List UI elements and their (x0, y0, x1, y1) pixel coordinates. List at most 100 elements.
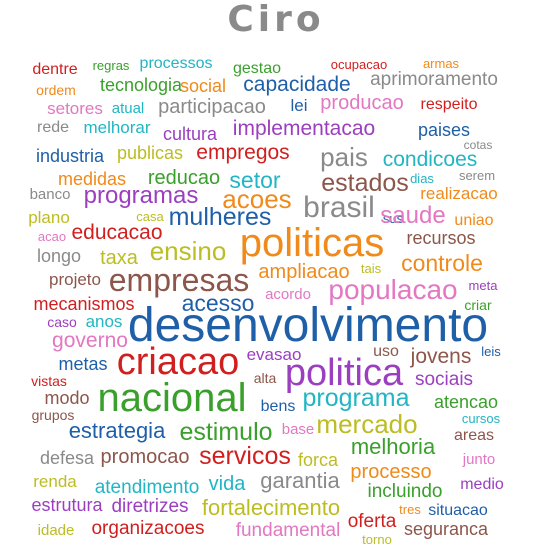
word-vistas: vistas (31, 373, 67, 389)
word-dentre: dentre (32, 61, 78, 78)
word-reducao: reducao (147, 167, 221, 189)
word-sociais: sociais (414, 369, 474, 390)
word-casa: casa (136, 209, 164, 224)
word-politicas: politicas (239, 221, 385, 265)
word-processo: processo (350, 461, 432, 483)
word-vida: vida (208, 473, 246, 495)
word-defesa: defesa (39, 448, 95, 468)
word-garantia: garantia (260, 468, 340, 493)
word-estimulo: estimulo (179, 418, 273, 446)
word-acordo: acordo (265, 286, 311, 303)
word-taxa: taxa (100, 247, 138, 269)
word-educacao: educacao (71, 221, 163, 244)
word-metas: metas (58, 354, 108, 374)
word-acao: acao (37, 229, 67, 244)
word-setores: setores (47, 99, 103, 118)
word-lei: lei (290, 96, 308, 115)
word-ordem: ordem (36, 82, 76, 98)
word-empresas: empresas (108, 262, 250, 298)
word-uniao: uniao (454, 212, 494, 229)
word-junto: junto (462, 451, 496, 468)
word-cursos: cursos (461, 411, 501, 426)
word-ocupacao: ocupacao (330, 57, 388, 72)
word-fundamental: fundamental (235, 520, 341, 541)
word-organizacoes: organizacoes (91, 518, 205, 539)
word-realizacao: realizacao (420, 184, 498, 203)
word-pais: pais (320, 142, 368, 172)
word-paises: paises (417, 120, 471, 140)
word-projeto: projeto (49, 270, 101, 289)
word-criar: criar (464, 297, 492, 313)
word-saude: saude (380, 202, 446, 229)
word-renda: renda (33, 472, 77, 491)
word-gestao: gestao (232, 60, 282, 77)
word-ampliacao: ampliacao (258, 261, 350, 283)
word-meta: meta (468, 278, 498, 293)
word-capacidade: capacidade (243, 73, 351, 96)
word-atendimento: atendimento (94, 477, 200, 498)
word-politica: politica (284, 352, 404, 394)
word-social: social (179, 76, 227, 96)
word-torno: torno (362, 532, 392, 547)
word-promocao: promocao (100, 446, 190, 468)
word-implementacao: implementacao (232, 117, 376, 140)
word-base: base (281, 421, 315, 438)
word-grupos: grupos (31, 407, 75, 423)
word-longo: longo (36, 246, 82, 266)
word-condicoes: condicoes (382, 148, 478, 171)
word-serem: serem (458, 168, 496, 183)
word-estados: estados (321, 169, 409, 197)
word-aprimoramento: aprimoramento (370, 69, 498, 90)
word-rede: rede (36, 119, 70, 136)
word-cotas: cotas (463, 138, 493, 152)
word-areas: areas (453, 427, 495, 444)
word-estrutura: estrutura (31, 495, 103, 515)
word-caso: caso (47, 314, 77, 330)
word-medio: medio (460, 476, 504, 493)
word-ensino: ensino (149, 236, 227, 266)
word-programa: programa (302, 384, 410, 412)
word-cultura: cultura (162, 124, 218, 144)
word-populacao: populacao (328, 274, 458, 305)
word-desenvolvimento: desenvolvimento (127, 299, 489, 352)
word-banco: banco (29, 186, 71, 203)
word-jovens: jovens (410, 345, 472, 368)
word-evasao: evasao (246, 345, 302, 364)
word-bens: bens (260, 398, 296, 415)
word-setor: setor (229, 167, 281, 193)
word-tais: tais (360, 261, 382, 276)
word-diretrizes: diretrizes (111, 496, 189, 517)
word-regras: regras (92, 58, 130, 73)
word-governo: governo (52, 329, 128, 352)
word-programas: programas (83, 182, 199, 209)
word-sus: sus (382, 211, 404, 226)
word-producao: producao (320, 92, 404, 114)
word-participacao: participacao (158, 96, 266, 118)
word-industria: industria (35, 146, 105, 166)
word-dias: dias (410, 171, 434, 186)
word-seguranca: seguranca (403, 519, 489, 539)
word-cloud-title: Ciro (227, 0, 325, 40)
word-tecnologia: tecnologia (99, 75, 183, 95)
word-mulheres: mulheres (168, 203, 272, 231)
word-mercado: mercado (316, 409, 418, 439)
word-respeito: respeito (420, 96, 478, 113)
word-situacao: situacao (428, 502, 488, 519)
word-melhorar: melhorar (83, 118, 151, 137)
word-criacao: criacao (116, 341, 240, 383)
word-idade: idade (37, 522, 75, 539)
word-plano: plano (28, 208, 70, 227)
word-modo: modo (44, 388, 90, 408)
word-tres: tres (399, 502, 421, 517)
word-melhoria: melhoria (350, 434, 436, 459)
word-uso: uso (373, 343, 399, 360)
word-armas: armas (422, 56, 460, 71)
word-medidas: medidas (57, 169, 127, 189)
word-incluindo: incluindo (367, 481, 443, 502)
word-alta: alta (253, 370, 277, 386)
word-empregos: empregos (196, 141, 290, 164)
word-mecanismos: mecanismos (33, 294, 135, 314)
word-leis: leis (481, 344, 501, 359)
